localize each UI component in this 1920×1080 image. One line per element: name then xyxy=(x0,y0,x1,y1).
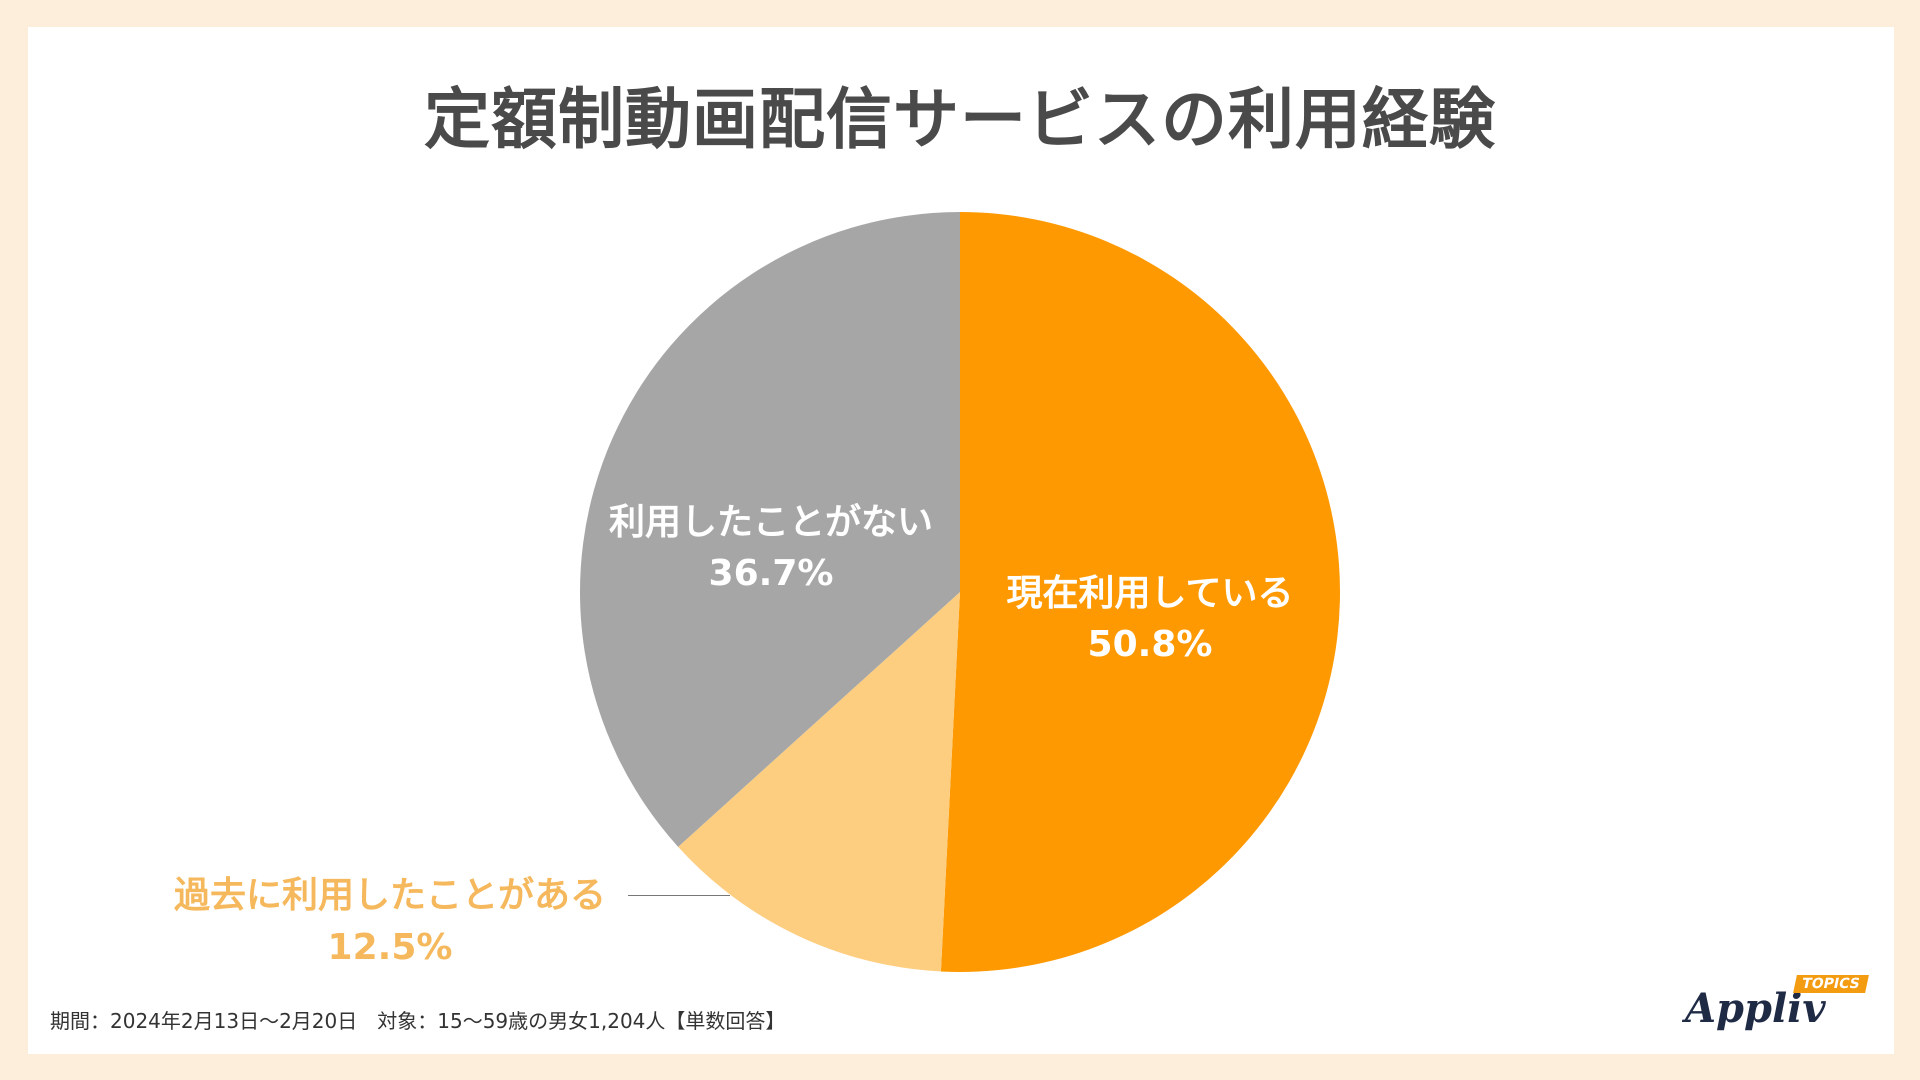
chart-title: 定額制動画配信サービスの利用経験 xyxy=(424,81,1496,158)
pie-inside-labels: 現在利用している 50.8% 利用したことがない 36.7% xyxy=(605,499,1296,669)
slice-label-never: 利用したことがない xyxy=(609,502,933,543)
slice-never xyxy=(579,212,960,847)
slice-current xyxy=(940,212,1340,972)
slice-past xyxy=(678,592,960,972)
logo-tag: TOPICS xyxy=(1793,975,1869,993)
slice-value-current: 50.8% xyxy=(1088,624,1213,665)
slice-label-past: 過去に利用したことがある xyxy=(173,875,606,916)
slice-value-past: 12.5% xyxy=(327,927,453,968)
pie-slices xyxy=(579,212,1340,972)
slice-value-never: 36.7% xyxy=(709,553,834,594)
slice-label-current: 現在利用している xyxy=(1007,573,1294,614)
leader-line xyxy=(628,895,730,896)
applivtopics-logo: Appliv TOPICS xyxy=(1685,975,1869,1035)
survey-footnote: 期間：2024年2月13日〜2月20日 対象：15〜59歳の男女1,204人【単… xyxy=(50,1009,786,1033)
